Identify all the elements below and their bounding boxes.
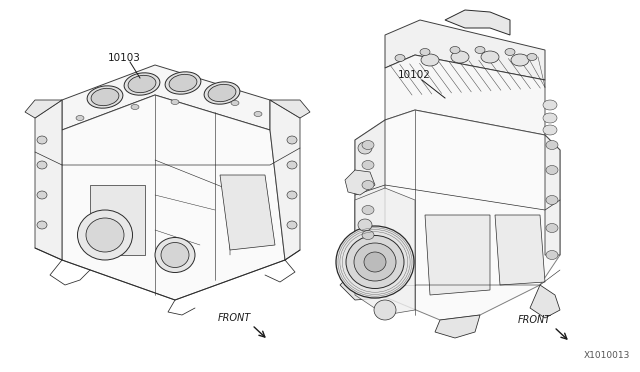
Ellipse shape — [354, 243, 396, 281]
Polygon shape — [270, 100, 300, 260]
Ellipse shape — [358, 142, 372, 154]
Polygon shape — [355, 120, 385, 295]
Ellipse shape — [420, 48, 430, 55]
Ellipse shape — [287, 221, 297, 229]
Ellipse shape — [395, 55, 405, 61]
Ellipse shape — [362, 231, 374, 240]
Ellipse shape — [231, 100, 239, 106]
Ellipse shape — [511, 54, 529, 66]
Polygon shape — [495, 215, 545, 285]
Ellipse shape — [131, 105, 139, 109]
Ellipse shape — [37, 161, 47, 169]
Ellipse shape — [546, 141, 558, 150]
Ellipse shape — [287, 136, 297, 144]
Ellipse shape — [481, 51, 499, 63]
Polygon shape — [530, 285, 560, 318]
Ellipse shape — [171, 99, 179, 105]
Ellipse shape — [451, 51, 469, 63]
Polygon shape — [25, 100, 62, 118]
Ellipse shape — [546, 166, 558, 174]
Ellipse shape — [204, 82, 240, 104]
Ellipse shape — [374, 300, 396, 320]
Ellipse shape — [362, 160, 374, 170]
Ellipse shape — [208, 84, 236, 102]
Ellipse shape — [165, 72, 201, 94]
Polygon shape — [385, 20, 545, 80]
Ellipse shape — [87, 86, 123, 108]
Ellipse shape — [362, 253, 374, 263]
Ellipse shape — [346, 235, 404, 289]
Ellipse shape — [505, 48, 515, 55]
Ellipse shape — [37, 221, 47, 229]
Ellipse shape — [155, 237, 195, 273]
Ellipse shape — [364, 252, 386, 272]
Ellipse shape — [362, 141, 374, 150]
Ellipse shape — [161, 243, 189, 267]
Ellipse shape — [543, 113, 557, 123]
Ellipse shape — [124, 73, 160, 95]
Ellipse shape — [543, 100, 557, 110]
Text: 10103: 10103 — [108, 53, 141, 63]
Ellipse shape — [287, 161, 297, 169]
Polygon shape — [62, 65, 270, 130]
Polygon shape — [355, 110, 560, 320]
Ellipse shape — [128, 76, 156, 93]
Ellipse shape — [254, 112, 262, 116]
Polygon shape — [385, 55, 545, 135]
Ellipse shape — [169, 74, 197, 92]
Text: FRONT: FRONT — [518, 315, 551, 325]
Ellipse shape — [450, 46, 460, 54]
Ellipse shape — [37, 191, 47, 199]
Polygon shape — [62, 95, 285, 300]
Ellipse shape — [527, 54, 537, 61]
Polygon shape — [445, 10, 510, 35]
Polygon shape — [345, 170, 375, 195]
Ellipse shape — [91, 89, 119, 106]
Polygon shape — [220, 175, 275, 250]
Ellipse shape — [546, 250, 558, 260]
Polygon shape — [270, 100, 310, 118]
Polygon shape — [425, 215, 490, 295]
Polygon shape — [90, 185, 145, 255]
Ellipse shape — [77, 210, 132, 260]
Ellipse shape — [287, 191, 297, 199]
Text: 10102: 10102 — [398, 70, 431, 80]
Text: X1010013: X1010013 — [584, 351, 630, 360]
Polygon shape — [545, 135, 560, 255]
Ellipse shape — [546, 224, 558, 232]
Ellipse shape — [362, 205, 374, 215]
Polygon shape — [435, 315, 480, 338]
Ellipse shape — [86, 218, 124, 252]
Ellipse shape — [37, 136, 47, 144]
Ellipse shape — [358, 219, 372, 231]
Ellipse shape — [76, 115, 84, 121]
Ellipse shape — [543, 125, 557, 135]
Ellipse shape — [336, 226, 414, 298]
Ellipse shape — [358, 252, 372, 264]
Polygon shape — [355, 188, 415, 315]
Ellipse shape — [475, 46, 485, 54]
Polygon shape — [35, 100, 62, 260]
Ellipse shape — [546, 196, 558, 205]
Ellipse shape — [362, 180, 374, 189]
Polygon shape — [340, 270, 385, 300]
Text: FRONT: FRONT — [218, 313, 252, 323]
Ellipse shape — [421, 54, 439, 66]
